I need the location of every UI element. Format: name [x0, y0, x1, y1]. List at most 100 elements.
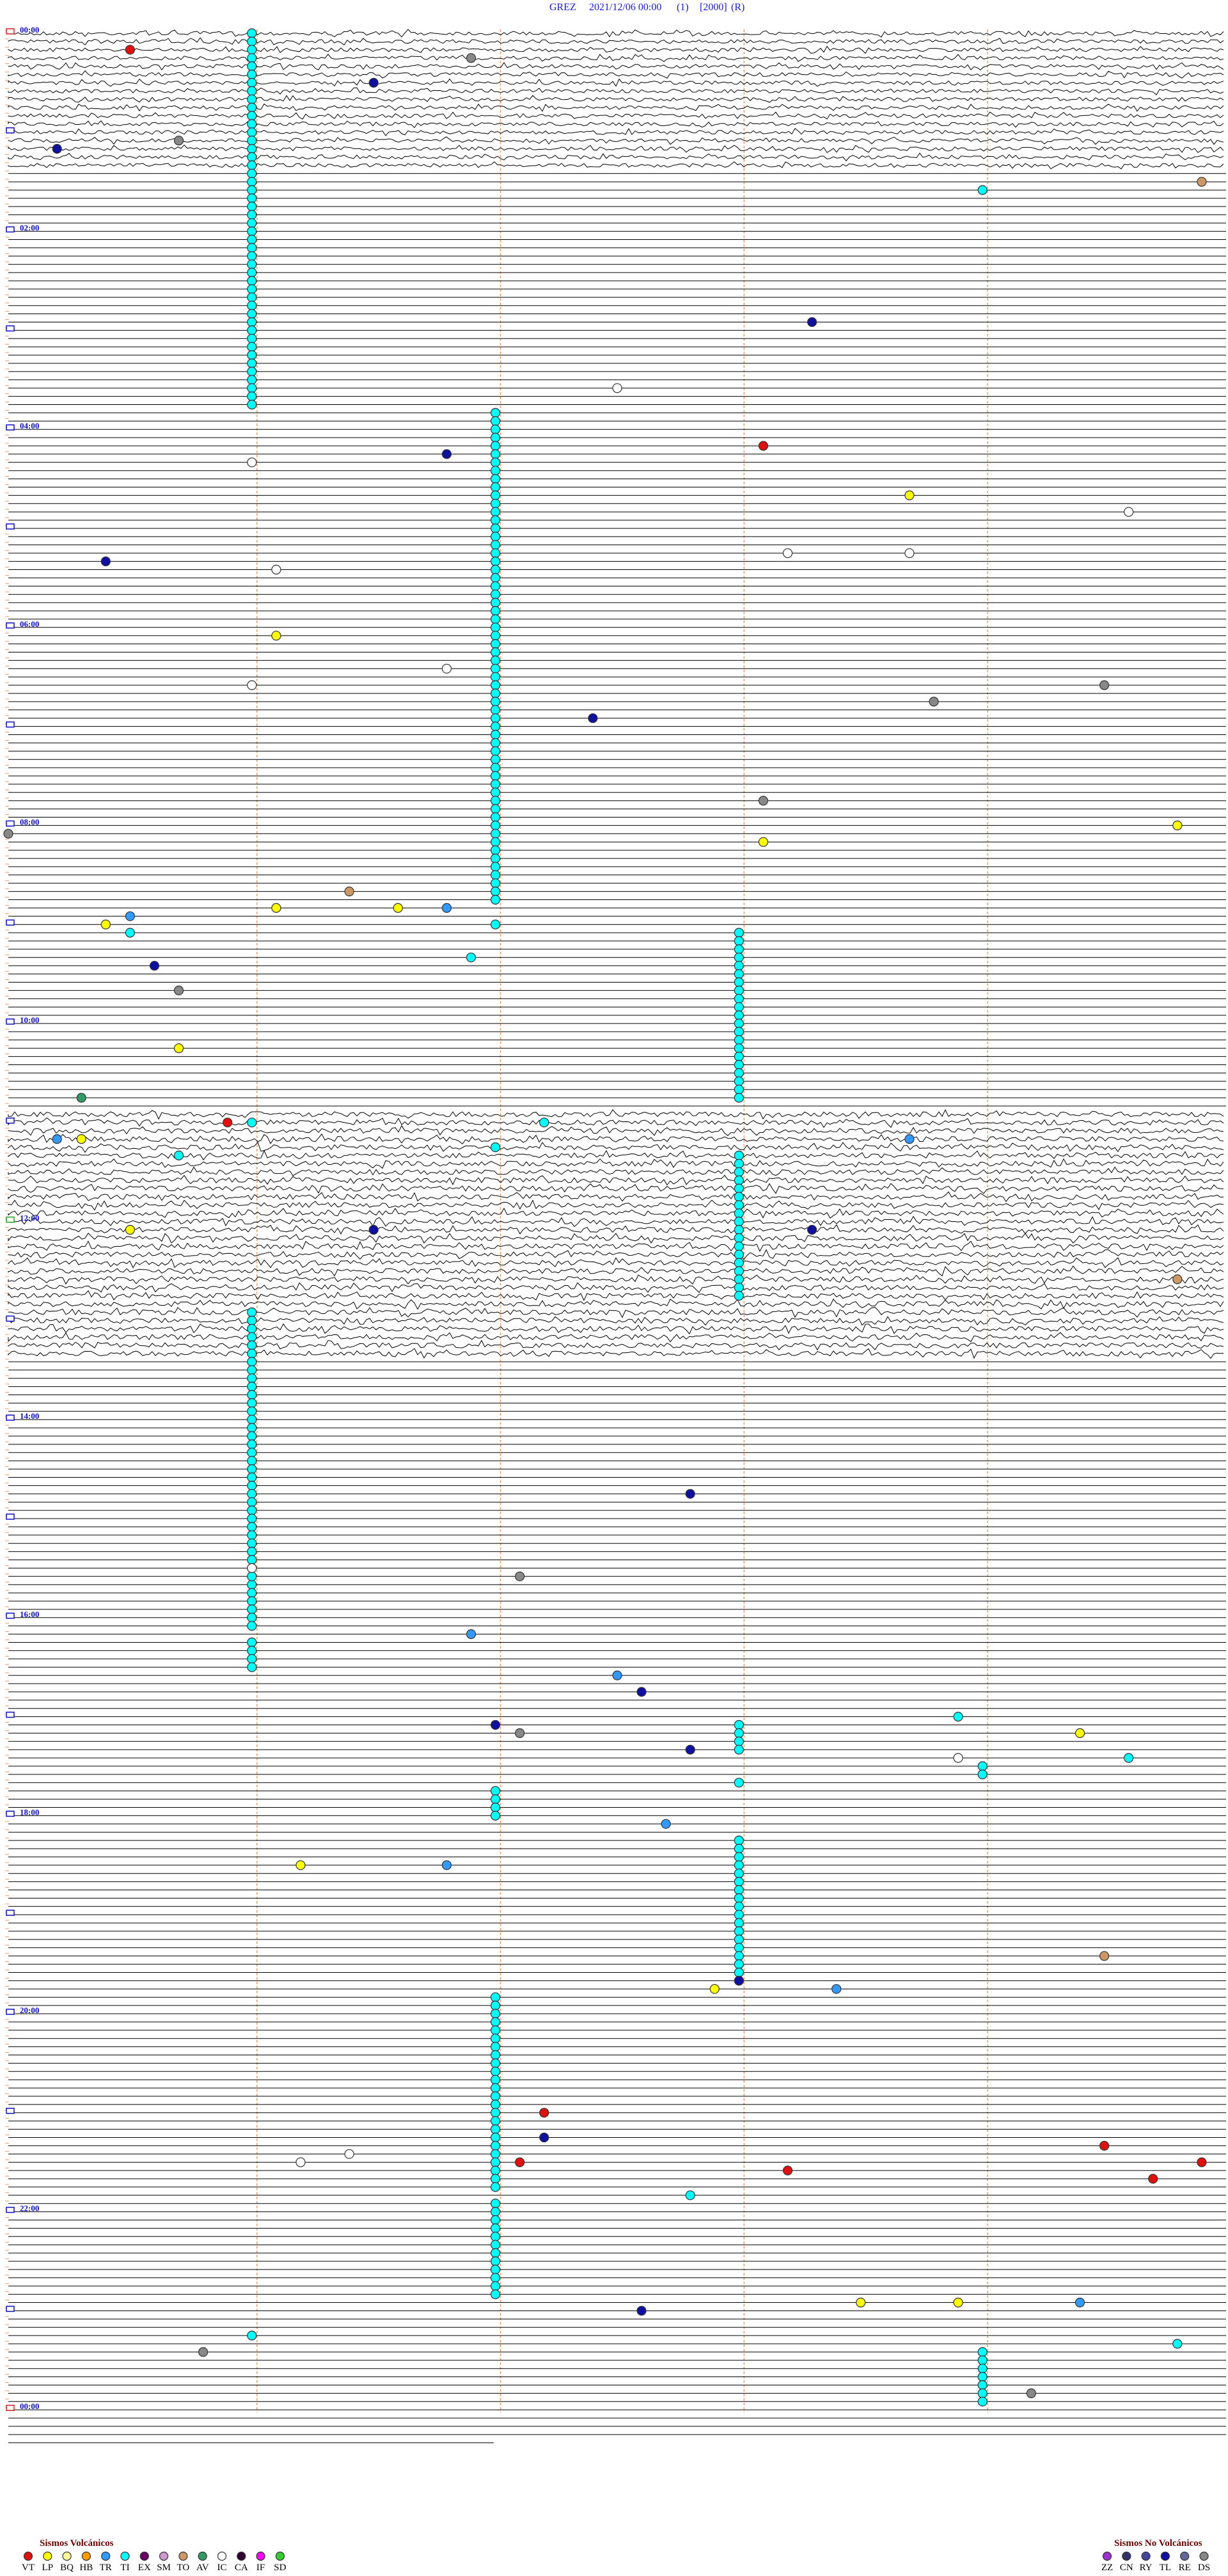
event-dot [247, 1456, 257, 1466]
event-dot [977, 2347, 988, 2357]
hour-marker [6, 2405, 15, 2411]
event-dot [100, 919, 111, 929]
event-dot [977, 2380, 988, 2390]
event-dot [125, 1224, 135, 1235]
seismic-trace [8, 1133, 1224, 1145]
event-dot [247, 292, 257, 303]
event-dot [490, 515, 501, 525]
scale: [2000] [700, 2, 727, 13]
event-dot [953, 2297, 963, 2308]
event-dot [247, 1398, 257, 1408]
event-dot [490, 532, 501, 542]
legend-swatch [217, 2551, 227, 2561]
event-dot [490, 837, 501, 847]
event-dot [807, 1224, 817, 1235]
event-dot [490, 787, 501, 798]
event-dot [490, 2074, 501, 2085]
event-dot [1148, 2174, 1158, 2184]
event-dot [734, 1869, 744, 1879]
event-dot [247, 2330, 257, 2341]
event-dot [490, 886, 501, 897]
seismic-trace [8, 144, 1224, 154]
event-dot [490, 2116, 501, 2126]
hour-marker [6, 127, 15, 134]
seismic-trace [8, 1282, 1224, 1293]
legend-title: Sismos Volcánicos [40, 2538, 114, 2548]
seismic-trace [8, 1348, 1224, 1359]
seismic-trace [8, 1290, 1224, 1301]
event-dot [904, 1134, 915, 1144]
hour-marker [6, 1414, 15, 1421]
event-dot [247, 1348, 257, 1359]
event-dot [344, 886, 354, 897]
legend-swatch [120, 2551, 130, 2561]
legend-swatch [23, 2551, 33, 2561]
event-dot [490, 2083, 501, 2093]
event-dot [247, 1497, 257, 1507]
event-dot [247, 1579, 257, 1590]
event-dot [271, 564, 281, 575]
event-dot [734, 1051, 744, 1062]
event-dot [490, 2034, 501, 2044]
seismic-trace [8, 103, 1224, 112]
legend-label: LP [42, 2563, 54, 2573]
seismic-trace [8, 1215, 1224, 1228]
event-dot [490, 432, 501, 443]
event-dot [490, 738, 501, 748]
event-dot [247, 1464, 257, 1474]
event-dot [734, 1967, 744, 1978]
legend-swatch [1141, 2551, 1151, 2561]
seismic-trace [8, 111, 1224, 120]
event-dot [393, 903, 403, 913]
seismic-trace [8, 1233, 1224, 1244]
event-dot [782, 2165, 793, 2176]
event-dot [490, 614, 501, 624]
event-dot [1197, 177, 1207, 187]
event-dot [490, 2025, 501, 2035]
legend-swatch [43, 2551, 52, 2561]
event-dot [490, 1142, 501, 1153]
event-dot [490, 2174, 501, 2184]
legend-label: TI [120, 2563, 129, 2573]
event-dot [441, 449, 452, 459]
hour-marker [6, 919, 15, 926]
event-dot [490, 1992, 501, 2002]
hour-marker [6, 1909, 15, 1916]
start-time: 2021/12/06 00:00 [589, 2, 661, 13]
event-dot [490, 1802, 501, 1813]
event-dot [758, 796, 769, 806]
legend-swatch [237, 2551, 246, 2561]
seismic-trace [8, 1224, 1224, 1235]
event-dot [490, 548, 501, 558]
time-label: 12:00 [20, 1213, 39, 1223]
event-dot [490, 2066, 501, 2076]
event-dot [490, 2140, 501, 2151]
time-label: 08:00 [20, 817, 39, 826]
event-dot [173, 1150, 184, 1161]
event-dot [247, 177, 257, 187]
event-dot [247, 218, 257, 228]
event-dot [490, 705, 501, 715]
hour-marker [6, 820, 15, 827]
legend-label: RE [1179, 2563, 1191, 2573]
event-dot [490, 2289, 501, 2300]
event-dot [173, 1043, 184, 1054]
event-dot [734, 1043, 744, 1054]
event-dot [441, 663, 452, 674]
event-dot [734, 1192, 744, 1202]
event-dot [368, 1224, 379, 1235]
event-dot [734, 1728, 744, 1738]
event-dot [490, 862, 501, 872]
event-dot [247, 375, 257, 385]
event-dot [247, 1613, 257, 1623]
event-dot [782, 548, 793, 558]
event-dot [490, 407, 501, 418]
event-dot [198, 2347, 209, 2357]
event-dot [734, 1926, 744, 1936]
hour-marker [6, 2305, 15, 2312]
legend-swatch [101, 2551, 111, 2561]
event-dot [247, 350, 257, 360]
event-dot [247, 1538, 257, 1549]
event-dot [247, 119, 257, 129]
event-dot [247, 1662, 257, 1672]
